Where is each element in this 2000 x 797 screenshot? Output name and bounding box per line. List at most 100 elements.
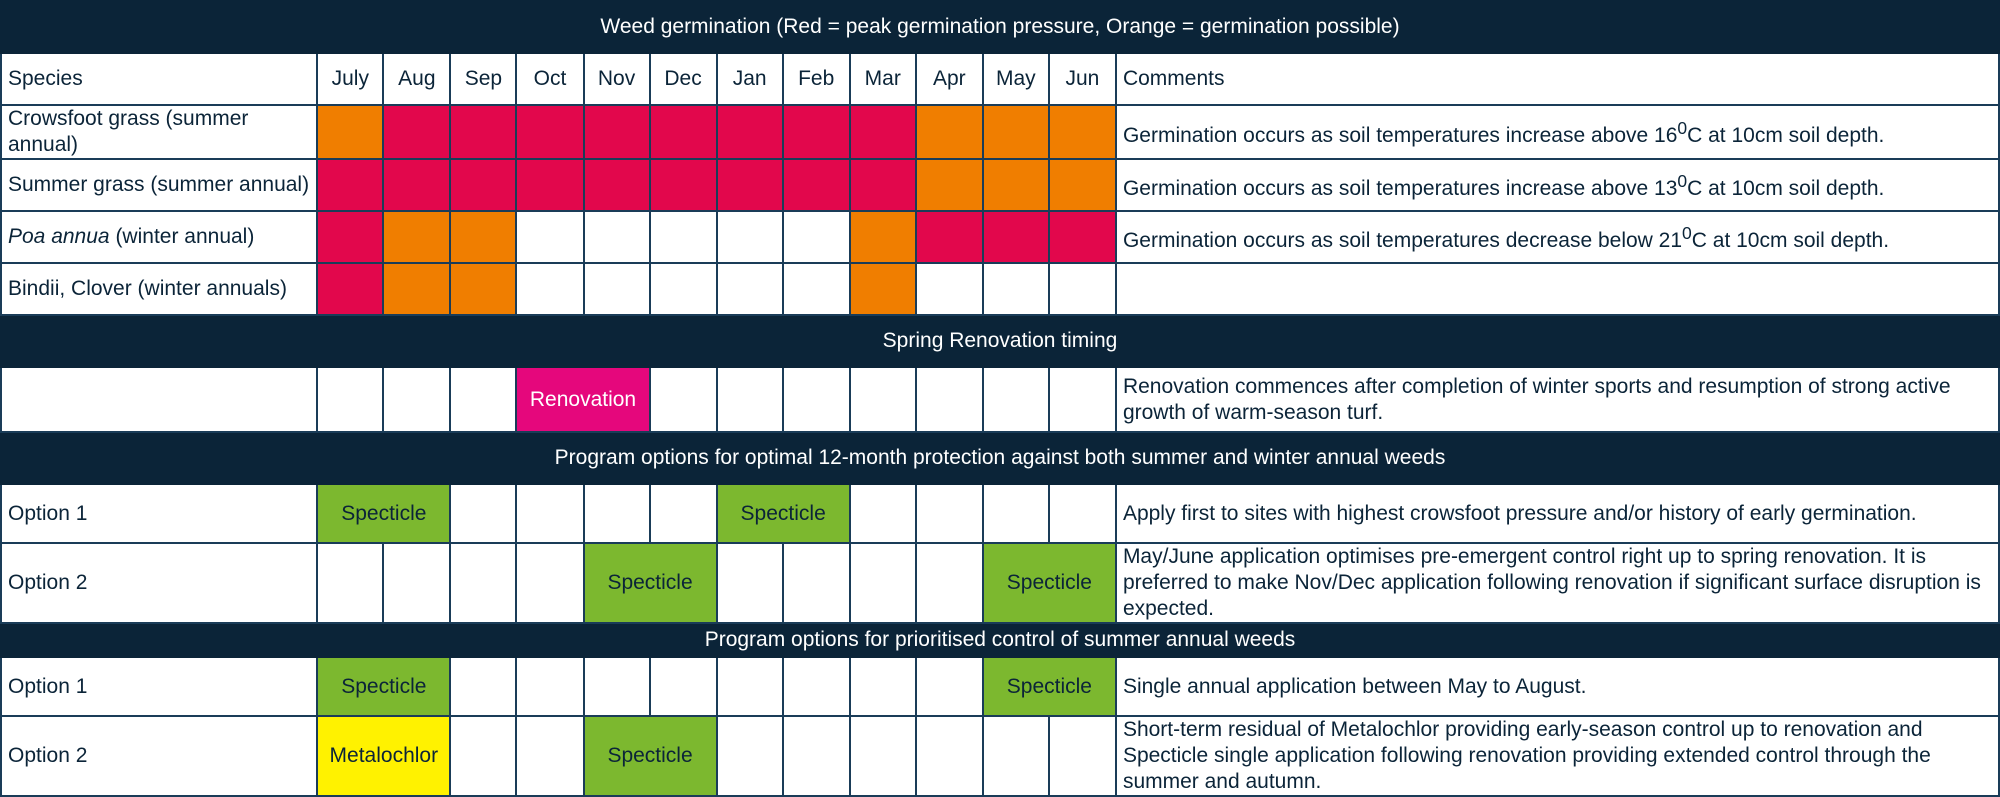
option-comment: Apply first to sites with highest crowsf… [1114,483,2000,544]
month-cell-possible [449,262,518,316]
species-name: Summer grass (summer annual) [0,158,319,212]
header-row: Species July Aug Sep Oct Nov Dec Jan Feb… [0,52,2000,106]
month-cell [914,262,984,316]
specticle-block: Specticle [981,656,1117,717]
month-cell-peak [1047,210,1117,264]
comment-text: Germination occurs as soil temperatures … [1122,177,1678,200]
month-cell [1047,366,1117,433]
month-cell [781,366,851,433]
species-comment: Germination occurs as soil temperatures … [1114,158,2000,212]
month-cell-peak [449,104,518,160]
month-cell-peak [981,210,1050,264]
program-row: Option 1 Specticle Specticle Apply first… [0,483,2000,544]
month-header: Apr [914,52,984,106]
month-cell [715,542,784,624]
summer-section-row: Program options for prioritised control … [0,622,2000,658]
program-row: Option 2 Metalochlor Specticle Short-ter… [0,715,2000,797]
month-cell-peak [316,210,385,264]
option-comment: Single annual application between May to… [1114,656,2000,717]
comment-text: Germination occurs as soil temperatures … [1122,124,1678,147]
month-cell [781,262,851,316]
renovation-comment: Renovation commences after completion of… [1114,366,2000,433]
species-name: Crowsfoot grass (summer annual) [0,104,319,160]
option-label: Option 1 [0,483,319,544]
species-row: Bindii, Clover (winter annuals) [0,262,2000,316]
month-cell [914,542,984,624]
option-comment: May/June application optimises pre-emerg… [1114,542,2000,624]
section-title: Program options for optimal 12-month pro… [0,431,2000,485]
month-header: Sep [449,52,518,106]
month-cell [449,715,518,797]
month-cell [715,715,784,797]
month-cell [449,483,518,544]
section-title: Spring Renovation timing [0,314,2000,368]
month-cell [515,262,585,316]
species-name: Poa annua (winter annual) [0,210,319,264]
option-label: Option 2 [0,715,319,797]
month-cell [648,483,718,544]
month-cell [1047,715,1117,797]
month-cell [914,366,984,433]
month-cell [914,483,984,544]
month-cell-possible [382,210,452,264]
month-cell [848,366,917,433]
month-cell [981,715,1050,797]
month-cell-peak [316,262,385,316]
month-cell [914,656,984,717]
species-header: Species [0,52,319,106]
option-label: Option 1 [0,656,319,717]
month-cell-peak [848,104,917,160]
month-cell [848,656,917,717]
species-row: Summer grass (summer annual) Germination… [0,158,2000,212]
month-cell [981,483,1050,544]
month-cell [781,715,851,797]
month-header: Nov [582,52,651,106]
month-header: Oct [515,52,585,106]
month-cell-possible [848,210,917,264]
month-cell [781,542,851,624]
month-header: Jan [715,52,784,106]
option-label: Option 2 [0,542,319,624]
month-cell [981,262,1050,316]
month-cell [382,542,452,624]
metalochlor-block: Metalochlor [316,715,452,797]
month-cell [848,483,917,544]
species-name-text: (winter annual) [109,225,255,248]
month-header: Dec [648,52,718,106]
month-header: Jun [1047,52,1117,106]
protection-section-row: Program options for optimal 12-month pro… [0,431,2000,485]
species-row: Poa annua (winter annual) Germination oc… [0,210,2000,264]
month-cell-peak [582,158,651,212]
month-cell [582,656,651,717]
month-cell-possible [914,104,984,160]
specticle-block: Specticle [582,542,718,624]
month-cell [715,210,784,264]
month-header: July [316,52,385,106]
month-cell [449,366,518,433]
month-cell-peak [515,158,585,212]
specticle-block: Specticle [316,656,452,717]
comments-header: Comments [1114,52,2000,106]
month-cell [582,483,651,544]
comment-superscript: 0 [1677,118,1688,138]
species-name-italic: Poa annua [8,225,110,248]
month-cell [582,262,651,316]
month-cell [1047,262,1117,316]
specticle-block: Specticle [582,715,718,797]
comment-superscript: 0 [1677,171,1688,191]
species-comment: Germination occurs as soil temperatures … [1114,210,2000,264]
title-row: Weed germination (Red = peak germination… [0,0,2000,54]
month-cell-possible [449,210,518,264]
month-cell [515,715,585,797]
month-cell [1047,483,1117,544]
month-cell-peak [316,158,385,212]
month-cell-peak [914,210,984,264]
comment-text: C at 10cm soil depth. [1687,177,1885,200]
month-cell [515,656,585,717]
month-cell-possible [316,104,385,160]
species-row: Crowsfoot grass (summer annual) Germinat… [0,104,2000,160]
month-header: Mar [848,52,917,106]
species-name-text: Bindii, Clover (winter annuals) [8,277,287,300]
month-cell-peak [781,158,851,212]
